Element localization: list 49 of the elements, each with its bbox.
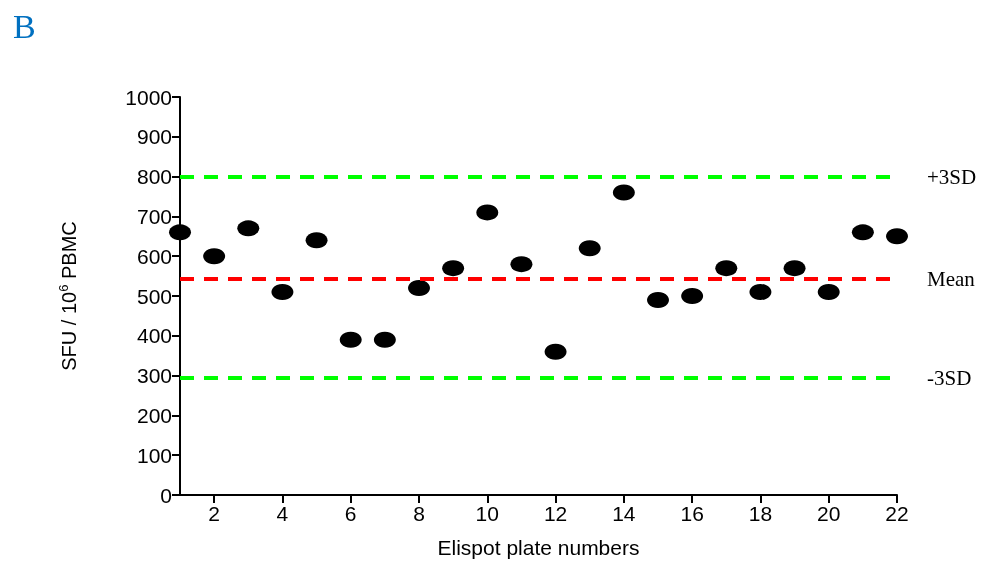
ref-line-label: +3SD <box>927 164 977 189</box>
point <box>612 184 635 201</box>
y-tick-label: 600 <box>136 244 172 268</box>
chart-title: B <box>13 7 36 45</box>
point <box>886 228 908 245</box>
y-tick-label: 1000 <box>125 85 172 109</box>
x-tick-label: 8 <box>413 502 425 525</box>
y-tick-label: 300 <box>136 364 172 388</box>
x-tick-label: 18 <box>748 502 773 525</box>
point <box>783 260 806 277</box>
point <box>749 284 772 301</box>
x-tick-label: 12 <box>543 502 568 525</box>
ref-line-label: Mean <box>927 266 976 291</box>
point <box>203 248 226 265</box>
x-tick-label: 20 <box>817 502 841 525</box>
y-tick-label: 200 <box>136 403 172 427</box>
y-tick-label: 700 <box>136 204 172 228</box>
y-tick-label: 100 <box>136 443 172 467</box>
point <box>476 204 499 221</box>
point <box>169 224 191 241</box>
x-tick-label: 14 <box>612 502 636 525</box>
point <box>578 240 601 257</box>
point <box>715 260 738 277</box>
x-tick-label: 6 <box>344 502 357 525</box>
point <box>339 331 362 348</box>
point <box>442 260 465 277</box>
point <box>510 256 533 273</box>
ref-line-label: -3SD <box>927 365 972 390</box>
point <box>373 331 396 348</box>
x-tick-label: 4 <box>276 502 289 525</box>
x-tick-label: 22 <box>885 502 909 525</box>
y-tick-label: 900 <box>136 125 172 149</box>
point <box>271 284 294 301</box>
x-tick-label: 10 <box>475 502 499 525</box>
point <box>851 224 874 241</box>
point <box>305 232 328 249</box>
y-tick-label: 400 <box>136 324 172 348</box>
x-tick-label: 16 <box>680 502 704 525</box>
point <box>408 280 430 297</box>
y-tick-label: 500 <box>136 284 172 308</box>
y-axis-title: SFU / 106 PBMC <box>56 221 80 371</box>
point <box>817 284 840 301</box>
point <box>647 291 669 308</box>
y-tick-label: 0 <box>160 483 172 507</box>
x-axis-title: Elispot plate numbers <box>437 536 640 559</box>
x-tick-label: 2 <box>208 502 220 525</box>
y-tick-label: 800 <box>136 165 172 189</box>
point <box>237 220 260 237</box>
point <box>544 343 567 360</box>
